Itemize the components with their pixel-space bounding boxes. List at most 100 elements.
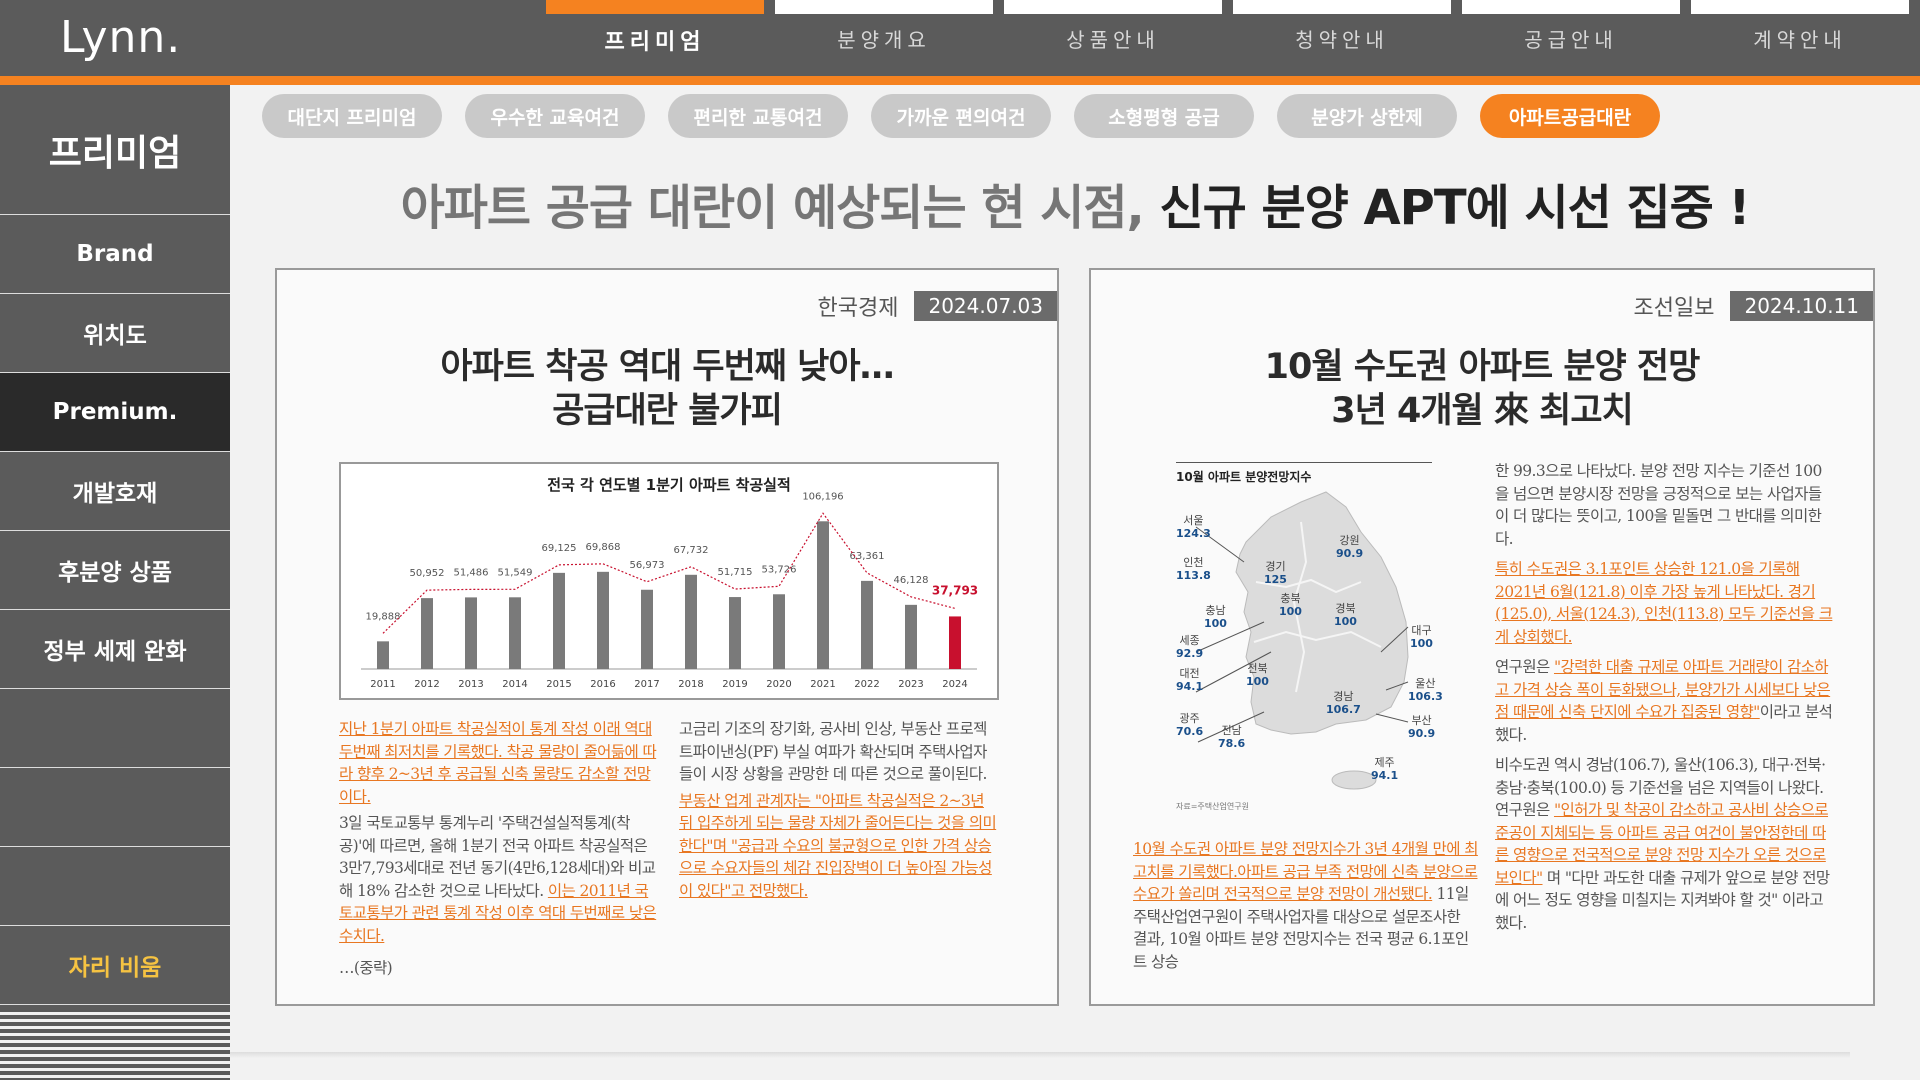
- omitted-marker: …(중략): [339, 959, 393, 977]
- news-card-right: 조선일보 2024.10.11 10월 수도권 아파트 분양 전망 3년 4개월…: [1089, 268, 1875, 1006]
- tab-amenities[interactable]: 가까운 편의여건: [871, 94, 1051, 138]
- headline-part2: 신규 분양 APT에 시선 집중 !: [1159, 180, 1750, 236]
- paragraph: 3일 국토교통부 통계누리 '주택건설실적통계(착공)'에 따르면, 올해 1분…: [339, 812, 659, 947]
- sidebar-item-tax-relief[interactable]: 정부 세제 완화: [0, 610, 230, 689]
- x-tick-label: 2017: [634, 679, 659, 690]
- region-name: 충북: [1280, 592, 1301, 605]
- x-tick-label: 2019: [722, 679, 747, 690]
- chart-bar: [641, 589, 653, 669]
- region-name: 서울: [1183, 514, 1204, 527]
- topnav-label: 분양개요: [837, 28, 931, 52]
- chart-svg: 전국 각 연도별 1분기 아파트 착공실적 19,888 2011 50,952 201…: [361, 476, 978, 690]
- region-incheon: 인천 113.8: [1176, 556, 1211, 582]
- region-value: 100: [1410, 637, 1433, 650]
- region-gyeongbuk: 경북 100: [1334, 602, 1357, 628]
- region-name: 대구: [1411, 624, 1432, 637]
- region-name: 강원: [1339, 534, 1360, 547]
- topnav-contract[interactable]: 계약안내: [1691, 0, 1909, 76]
- region-value: 100: [1204, 617, 1227, 630]
- sidebar-item-post-sale[interactable]: 후분양 상품: [0, 531, 230, 610]
- chart-bar: [817, 521, 829, 669]
- region-value: 100: [1246, 675, 1269, 688]
- region-ulsan: 울산 106.3: [1408, 677, 1443, 703]
- tab-transport[interactable]: 편리한 교통여건: [668, 94, 848, 138]
- article-column: 고금리 기조의 장기화, 공사비 인상, 부동산 프로젝트파이낸싱(PF) 부실…: [679, 718, 999, 902]
- tab-small-units[interactable]: 소형평형 공급: [1074, 94, 1254, 138]
- data-label: 69,125: [542, 543, 577, 554]
- map-title: 10월 아파트 분양전망지수: [1176, 470, 1312, 484]
- region-gyeongnam: 경남 106.7: [1326, 690, 1361, 716]
- region-chungnam: 충남 100: [1204, 604, 1227, 630]
- tab-large-complex[interactable]: 대단지 프리미엄: [262, 94, 442, 138]
- region-name: 경북: [1335, 602, 1356, 615]
- topnav-premium[interactable]: 프리미엄: [546, 0, 764, 76]
- tab-education[interactable]: 우수한 교육여건: [465, 94, 645, 138]
- sidebar-decoration: [0, 1008, 230, 1080]
- x-tick-label: 2018: [678, 679, 703, 690]
- body-text: 며 "다만 과도한 대출 규제가 앞으로 분양 전망에 어느 정도 영향을 미칠…: [1495, 868, 1830, 932]
- news-source: 한국경제 2024.07.03: [818, 290, 1057, 322]
- topnav-label: 공급안내: [1524, 28, 1618, 52]
- tab-supply-crisis[interactable]: 아파트공급대란: [1480, 94, 1660, 138]
- sidebar-item-empty: [0, 689, 230, 768]
- body-text: 연구원은: [1495, 658, 1554, 676]
- topnav-products[interactable]: 상품안내: [1004, 0, 1222, 76]
- topnav-indicator: [1462, 0, 1680, 14]
- sidebar-item-development[interactable]: 개발호재: [0, 452, 230, 531]
- x-tick-label: 2023: [898, 679, 923, 690]
- data-label: 51,549: [498, 567, 533, 578]
- title-line: 10월 수도권 아파트 분양 전망: [1264, 347, 1701, 387]
- topnav-overview[interactable]: 분양개요: [775, 0, 993, 76]
- body-text: 비수도권 역시 경남(106.7), 울산(106.3), 대구·전북·충남·충…: [1495, 756, 1826, 819]
- sidebar: 프리미엄 Brand 위치도 Premium. 개발호재 후분양 상품 정부 세…: [0, 85, 230, 1080]
- x-tick-label: 2013: [458, 679, 483, 690]
- brand-logo[interactable]: Lynn.: [60, 12, 182, 63]
- highlight-text: 이는 2011년 국토교통부가 관련 통계 작성 이후 역대 두번째로 낮은 수…: [339, 881, 657, 945]
- region-gyeonggi: 경기 125: [1264, 560, 1287, 586]
- region-value: 106.7: [1326, 703, 1361, 716]
- region-chungbuk: 충북 100: [1279, 592, 1302, 618]
- publisher: 조선일보: [1633, 296, 1715, 321]
- region-value: 94.1: [1176, 680, 1204, 693]
- region-gangwon: 강원 90.9: [1336, 534, 1363, 560]
- sidebar-item-premium[interactable]: Premium.: [0, 373, 230, 452]
- news-source: 조선일보 2024.10.11: [1634, 290, 1873, 322]
- sidebar-item-location[interactable]: 위치도: [0, 294, 230, 373]
- data-label: 106,196: [802, 491, 843, 502]
- chart-bar: [377, 641, 389, 669]
- chart-bar: [597, 571, 609, 669]
- topnav-subscription[interactable]: 청약안내: [1233, 0, 1451, 76]
- paragraph: 연구원은 "강력한 대출 규제로 아파트 거래량이 감소하고 가격 상승 폭이 …: [1495, 656, 1835, 746]
- x-tick-label: 2024: [942, 679, 967, 690]
- x-tick-label: 2011: [370, 679, 395, 690]
- premium-tabs: 대단지 프리미엄 우수한 교육여건 편리한 교통여건 가까운 편의여건 소형평형…: [262, 94, 1660, 138]
- chart-bar: [773, 594, 785, 669]
- region-value: 106.3: [1408, 690, 1443, 703]
- trend-line: [382, 512, 956, 634]
- chart-bar: [729, 597, 741, 669]
- x-tick-label: 2015: [546, 679, 571, 690]
- chart-title: 전국 각 연도별 1분기 아파트 착공실적: [547, 476, 791, 494]
- topnav-indicator: [1691, 0, 1909, 14]
- region-name: 인천: [1183, 556, 1204, 569]
- x-tick-label: 2014: [502, 679, 527, 690]
- x-tick-label: 2012: [414, 679, 439, 690]
- region-name: 부산: [1411, 714, 1432, 727]
- region-name: 경기: [1265, 560, 1286, 573]
- topnav-supply[interactable]: 공급안내: [1462, 0, 1680, 76]
- region-seoul: 서울 124.3: [1176, 514, 1211, 540]
- tab-price-cap[interactable]: 분양가 상한제: [1277, 94, 1457, 138]
- data-label: 46,128: [894, 575, 929, 586]
- region-name: 울산: [1415, 677, 1436, 690]
- data-label: 51,715: [718, 567, 753, 578]
- chart-bar: [421, 598, 433, 669]
- x-tick-label: 2021: [810, 679, 835, 690]
- topnav-label: 상품안내: [1066, 28, 1160, 52]
- sidebar-item-brand[interactable]: Brand: [0, 215, 230, 294]
- chart-bar: [465, 597, 477, 669]
- highlight-text: 부동산 업계 관계자는 "아파트 착공실적은 2~3년 뒤 입주하게 되는 물량…: [679, 791, 997, 900]
- topnav-indicator: [775, 0, 993, 14]
- region-sejong: 세종 92.9: [1176, 634, 1203, 660]
- sidebar-item-away[interactable]: 자리 비움: [0, 926, 230, 1005]
- region-name: 광주: [1179, 712, 1200, 725]
